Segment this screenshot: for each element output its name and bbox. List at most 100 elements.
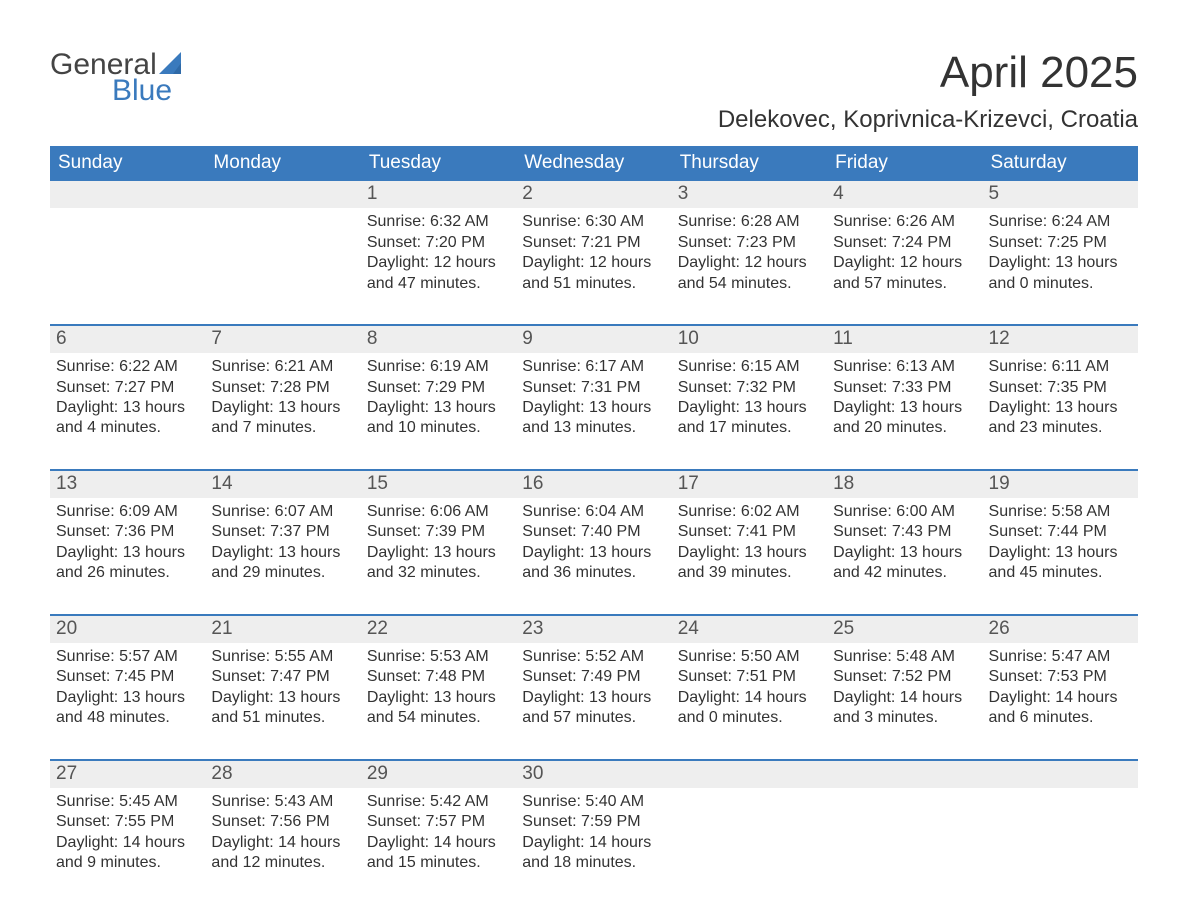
sunset-text: Sunset: 7:51 PM — [678, 667, 821, 687]
day-number: 22 — [361, 616, 516, 643]
day-23: 23Sunrise: 5:52 AMSunset: 7:49 PMDayligh… — [516, 616, 671, 735]
sunrise-text: Sunrise: 5:40 AM — [522, 792, 665, 812]
day-blank — [983, 761, 1138, 880]
sunrise-text: Sunrise: 6:11 AM — [989, 357, 1132, 377]
sunset-text: Sunset: 7:24 PM — [833, 233, 976, 253]
daylight-line1: Daylight: 14 hours — [367, 833, 510, 853]
day-blank — [205, 181, 360, 300]
day-body: Sunrise: 5:40 AMSunset: 7:59 PMDaylight:… — [516, 788, 671, 880]
daylight-line2: and 45 minutes. — [989, 563, 1132, 583]
day-26: 26Sunrise: 5:47 AMSunset: 7:53 PMDayligh… — [983, 616, 1138, 735]
daylight-line1: Daylight: 14 hours — [989, 688, 1132, 708]
sunrise-text: Sunrise: 6:15 AM — [678, 357, 821, 377]
sunrise-text: Sunrise: 5:45 AM — [56, 792, 199, 812]
daylight-line1: Daylight: 13 hours — [367, 543, 510, 563]
daylight-line2: and 57 minutes. — [522, 708, 665, 728]
sunset-text: Sunset: 7:49 PM — [522, 667, 665, 687]
day-number: 27 — [50, 761, 205, 788]
daylight-line1: Daylight: 13 hours — [833, 398, 976, 418]
sunrise-text: Sunrise: 6:06 AM — [367, 502, 510, 522]
day-number: 28 — [205, 761, 360, 788]
month-title: April 2025 — [718, 50, 1138, 96]
sunrise-text: Sunrise: 5:57 AM — [56, 647, 199, 667]
day-number: 30 — [516, 761, 671, 788]
day-21: 21Sunrise: 5:55 AMSunset: 7:47 PMDayligh… — [205, 616, 360, 735]
sunset-text: Sunset: 7:39 PM — [367, 522, 510, 542]
days-of-week-row: SundayMondayTuesdayWednesdayThursdayFrid… — [50, 146, 1138, 181]
weeks-container: 1Sunrise: 6:32 AMSunset: 7:20 PMDaylight… — [50, 181, 1138, 879]
day-number: 4 — [827, 181, 982, 208]
daylight-line1: Daylight: 12 hours — [833, 253, 976, 273]
dow-wednesday: Wednesday — [516, 146, 671, 181]
day-body-blank — [672, 788, 827, 868]
daylight-line2: and 39 minutes. — [678, 563, 821, 583]
daylight-line2: and 7 minutes. — [211, 418, 354, 438]
daylight-line2: and 15 minutes. — [367, 853, 510, 873]
logo: General Blue — [50, 50, 187, 106]
day-body: Sunrise: 5:42 AMSunset: 7:57 PMDaylight:… — [361, 788, 516, 880]
sunset-text: Sunset: 7:45 PM — [56, 667, 199, 687]
daylight-line2: and 57 minutes. — [833, 274, 976, 294]
sunrise-text: Sunrise: 6:24 AM — [989, 212, 1132, 232]
day-body: Sunrise: 6:32 AMSunset: 7:20 PMDaylight:… — [361, 208, 516, 300]
sunset-text: Sunset: 7:32 PM — [678, 378, 821, 398]
day-body: Sunrise: 6:22 AMSunset: 7:27 PMDaylight:… — [50, 353, 205, 445]
daylight-line1: Daylight: 13 hours — [989, 398, 1132, 418]
daylight-line1: Daylight: 12 hours — [367, 253, 510, 273]
day-number: 5 — [983, 181, 1138, 208]
sunset-text: Sunset: 7:23 PM — [678, 233, 821, 253]
sunset-text: Sunset: 7:40 PM — [522, 522, 665, 542]
day-number-blank — [50, 181, 205, 208]
sunrise-text: Sunrise: 6:30 AM — [522, 212, 665, 232]
day-22: 22Sunrise: 5:53 AMSunset: 7:48 PMDayligh… — [361, 616, 516, 735]
day-number: 16 — [516, 471, 671, 498]
daylight-line1: Daylight: 14 hours — [678, 688, 821, 708]
daylight-line2: and 6 minutes. — [989, 708, 1132, 728]
day-10: 10 Sunrise: 6:15 AMSunset: 7:32 PMDayligh… — [672, 326, 827, 445]
daylight-line2: and 29 minutes. — [211, 563, 354, 583]
day-number: 14 — [205, 471, 360, 498]
daylight-line1: Daylight: 13 hours — [56, 688, 199, 708]
dow-monday: Monday — [205, 146, 360, 181]
daylight-line1: Daylight: 13 hours — [367, 688, 510, 708]
daylight-line1: Daylight: 13 hours — [833, 543, 976, 563]
sunrise-text: Sunrise: 6:22 AM — [56, 357, 199, 377]
sunrise-text: Sunrise: 5:48 AM — [833, 647, 976, 667]
day-1: 1Sunrise: 6:32 AMSunset: 7:20 PMDaylight… — [361, 181, 516, 300]
day-13: 13Sunrise: 6:09 AMSunset: 7:36 PMDayligh… — [50, 471, 205, 590]
daylight-line1: Daylight: 13 hours — [56, 543, 199, 563]
day-number: 10 — [672, 326, 827, 353]
day-number: 21 — [205, 616, 360, 643]
sunrise-text: Sunrise: 6:32 AM — [367, 212, 510, 232]
sunrise-text: Sunrise: 6:19 AM — [367, 357, 510, 377]
week-row: 1Sunrise: 6:32 AMSunset: 7:20 PMDaylight… — [50, 181, 1138, 300]
sunrise-text: Sunrise: 5:43 AM — [211, 792, 354, 812]
day-body: Sunrise: 6:06 AMSunset: 7:39 PMDaylight:… — [361, 498, 516, 590]
day-number-blank — [827, 761, 982, 788]
day-body: Sunrise: 6:17 AMSunset: 7:31 PMDaylight:… — [516, 353, 671, 445]
day-18: 18Sunrise: 6:00 AMSunset: 7:43 PMDayligh… — [827, 471, 982, 590]
daylight-line2: and 48 minutes. — [56, 708, 199, 728]
day-20: 20 Sunrise: 5:57 AMSunset: 7:45 PMDayligh… — [50, 616, 205, 735]
day-number: 1 — [361, 181, 516, 208]
day-19: 19Sunrise: 5:58 AMSunset: 7:44 PMDayligh… — [983, 471, 1138, 590]
day-number: 26 — [983, 616, 1138, 643]
daylight-line2: and 4 minutes. — [56, 418, 199, 438]
daylight-line1: Daylight: 13 hours — [989, 543, 1132, 563]
daylight-line2: and 12 minutes. — [211, 853, 354, 873]
day-number: 20 — [50, 616, 205, 643]
day-body: Sunrise: 5:47 AMSunset: 7:53 PMDaylight:… — [983, 643, 1138, 735]
day-number: 24 — [672, 616, 827, 643]
day-number: 17 — [672, 471, 827, 498]
sunset-text: Sunset: 7:29 PM — [367, 378, 510, 398]
day-body: Sunrise: 6:13 AMSunset: 7:33 PMDaylight:… — [827, 353, 982, 445]
sunrise-text: Sunrise: 6:07 AM — [211, 502, 354, 522]
day-body: Sunrise: 6:07 AMSunset: 7:37 PMDaylight:… — [205, 498, 360, 590]
day-number: 23 — [516, 616, 671, 643]
day-body: Sunrise: 5:55 AMSunset: 7:47 PMDaylight:… — [205, 643, 360, 735]
daylight-line2: and 42 minutes. — [833, 563, 976, 583]
day-body: Sunrise: 5:50 AMSunset: 7:51 PMDaylight:… — [672, 643, 827, 735]
daylight-line1: Daylight: 13 hours — [678, 398, 821, 418]
day-body: Sunrise: 5:43 AMSunset: 7:56 PMDaylight:… — [205, 788, 360, 880]
daylight-line1: Daylight: 14 hours — [211, 833, 354, 853]
